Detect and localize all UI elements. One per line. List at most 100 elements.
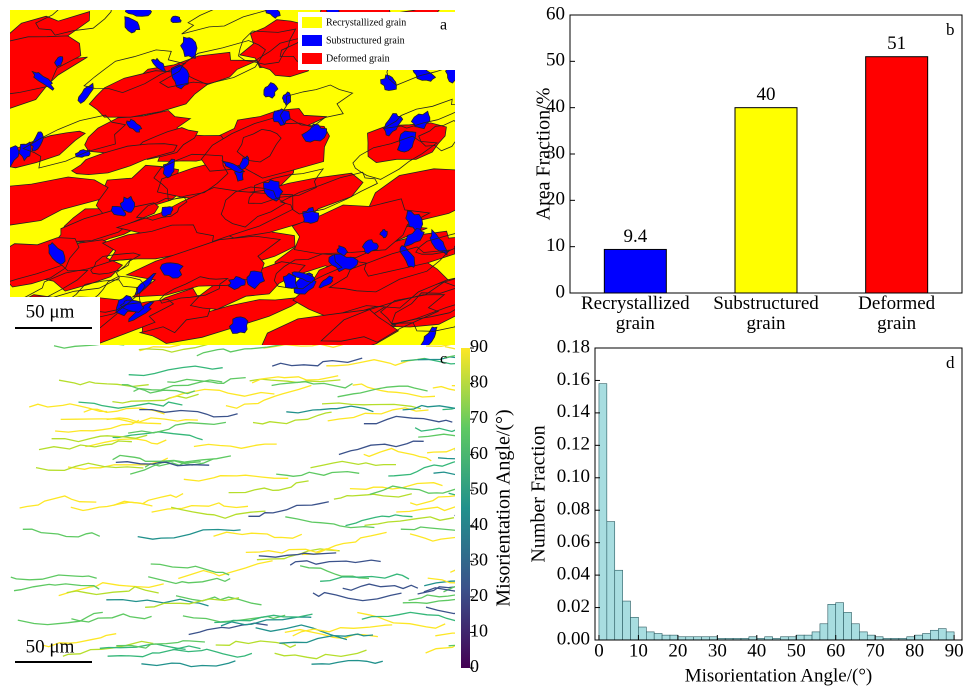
panel-label: b bbox=[946, 20, 955, 39]
y-tick-label: 50 bbox=[546, 50, 565, 71]
boundary bbox=[19, 495, 97, 509]
boundary bbox=[433, 471, 455, 476]
x-tick-label: 90 bbox=[945, 640, 964, 661]
boundary bbox=[276, 470, 360, 477]
grain bbox=[279, 171, 378, 215]
grain bbox=[318, 275, 334, 289]
hist-bar bbox=[945, 631, 955, 641]
legend-label: Deformed grain bbox=[326, 53, 390, 64]
hist-bar bbox=[606, 521, 616, 641]
grain bbox=[328, 253, 359, 273]
legend-swatch bbox=[302, 35, 322, 46]
hist-bar bbox=[930, 629, 939, 641]
grain bbox=[180, 36, 198, 59]
boundary bbox=[133, 379, 223, 392]
boundary bbox=[228, 480, 309, 494]
boundary bbox=[427, 447, 455, 454]
boundary bbox=[301, 531, 387, 556]
hist-bar bbox=[914, 634, 923, 641]
x-tick-label: Substructured grain bbox=[713, 293, 819, 334]
grain bbox=[399, 245, 416, 268]
grain bbox=[70, 143, 178, 176]
boundary bbox=[112, 393, 199, 404]
legend-swatch bbox=[302, 17, 322, 28]
boundary bbox=[361, 611, 455, 622]
boundary bbox=[145, 597, 240, 608]
boundary bbox=[320, 573, 410, 582]
boundary bbox=[418, 433, 455, 438]
grain bbox=[301, 123, 327, 143]
boundary bbox=[311, 659, 383, 665]
hist-bar bbox=[598, 383, 608, 641]
boundary bbox=[148, 576, 231, 585]
boundary bbox=[292, 624, 393, 637]
grain bbox=[126, 118, 143, 133]
boundary bbox=[258, 552, 337, 558]
boundary bbox=[106, 417, 198, 423]
grain bbox=[361, 239, 379, 255]
grain bbox=[10, 176, 109, 226]
hist-bar bbox=[661, 634, 671, 641]
boundary bbox=[78, 401, 183, 409]
boundary bbox=[424, 580, 455, 587]
grain bbox=[161, 206, 174, 217]
boundary bbox=[352, 383, 436, 398]
boundary-map bbox=[10, 345, 455, 668]
boundary bbox=[112, 454, 201, 464]
bar bbox=[603, 248, 667, 294]
boundary bbox=[137, 528, 241, 540]
grain bbox=[35, 10, 112, 36]
boundary bbox=[286, 405, 374, 414]
hist-bar bbox=[819, 623, 829, 641]
grain bbox=[119, 195, 135, 213]
boundary bbox=[345, 514, 413, 527]
value-label: 40 bbox=[757, 84, 776, 105]
y-axis-title: Area Fraction/% bbox=[533, 88, 555, 221]
hist-bar bbox=[835, 602, 844, 641]
hist-bar bbox=[938, 628, 947, 641]
boundary bbox=[414, 427, 455, 433]
boundary bbox=[193, 443, 277, 449]
grain bbox=[170, 15, 182, 24]
grain bbox=[236, 128, 282, 163]
y-tick-label: 0 bbox=[556, 281, 566, 302]
boundary bbox=[55, 419, 140, 433]
grain bbox=[263, 82, 279, 99]
boundary bbox=[279, 633, 374, 644]
boundary bbox=[349, 482, 443, 490]
colorbar-tick-label: 50 bbox=[470, 478, 488, 498]
boundary bbox=[444, 345, 455, 350]
grain bbox=[31, 70, 55, 91]
boundary bbox=[426, 345, 452, 347]
colorbar-tick-label: 80 bbox=[470, 372, 488, 392]
colorbar-tick-label: 30 bbox=[470, 549, 488, 569]
grain bbox=[10, 145, 20, 168]
boundary bbox=[150, 563, 230, 576]
grain bbox=[159, 262, 184, 279]
boundary bbox=[10, 574, 97, 581]
grain bbox=[10, 35, 82, 95]
hist-bar bbox=[922, 633, 931, 641]
hist-bar bbox=[669, 634, 679, 641]
boundary bbox=[338, 440, 424, 456]
boundary bbox=[423, 587, 455, 593]
panel-label: a bbox=[440, 17, 447, 34]
grain bbox=[272, 108, 291, 126]
colorbar-tick-label: 40 bbox=[470, 514, 488, 534]
grain bbox=[124, 10, 152, 17]
grain bbox=[90, 252, 141, 275]
scale-label: 50 μm bbox=[26, 636, 75, 657]
grain bbox=[415, 233, 455, 255]
grain bbox=[380, 74, 397, 91]
y-tick-label: 10 bbox=[546, 235, 565, 256]
grain bbox=[150, 57, 167, 72]
grain bbox=[162, 158, 176, 179]
hist-bar bbox=[646, 631, 655, 641]
hist-bar bbox=[803, 634, 813, 641]
boundary bbox=[51, 434, 148, 443]
boundary bbox=[400, 526, 455, 531]
boundary bbox=[13, 583, 100, 592]
boundary bbox=[220, 616, 312, 627]
boundary bbox=[333, 493, 412, 500]
grain bbox=[320, 294, 446, 343]
